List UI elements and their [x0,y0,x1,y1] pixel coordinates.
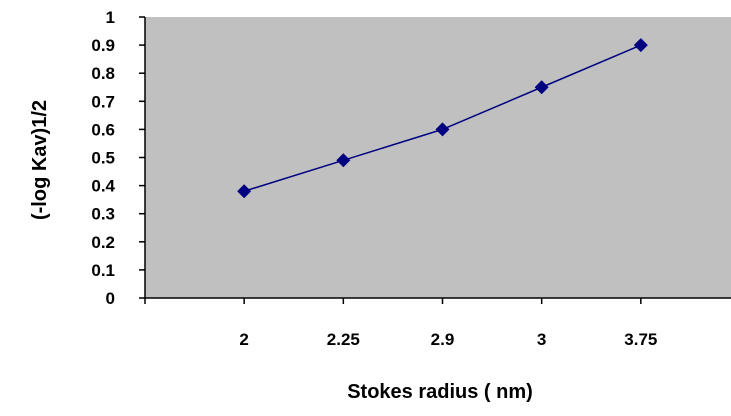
x-tick-label: 3 [537,330,546,349]
data-point-marker [435,122,450,137]
y-tick-label: 0 [106,289,115,308]
y-axis-title: (-log Kav)1/2 [29,100,51,220]
x-axis-title: Stokes radius ( nm) [347,381,533,403]
y-axis-ticks: 0 0.1 0.2 0.3 0.4 0.5 0.6 0.7 0.8 0.9 1 [91,8,145,308]
plot-area [145,17,731,298]
data-point-marker [237,184,252,199]
x-axis-ticks: 2 2.25 2.9 3 3.75 [144,298,657,349]
x-tick-label: 2.9 [431,330,455,349]
y-tick-label: 0.9 [91,36,115,55]
data-point-marker [534,80,549,95]
x-tick-label: 3.75 [624,330,657,349]
x-tick-label: 2 [239,330,248,349]
data-point-marker [633,38,648,53]
y-tick-label: 0.3 [91,205,115,224]
series-layer [237,38,648,199]
y-tick-label: 1 [106,8,115,27]
y-tick-label: 0.2 [91,233,115,252]
y-tick-label: 0.4 [91,177,115,196]
x-tick-label: 2.25 [327,330,360,349]
y-tick-label: 0.6 [91,120,115,139]
data-point-marker [336,153,351,168]
y-tick-label: 0.7 [91,92,115,111]
y-tick-label: 0.8 [91,64,115,83]
y-tick-label: 0.1 [91,261,115,280]
y-tick-label: 0.5 [91,149,115,168]
